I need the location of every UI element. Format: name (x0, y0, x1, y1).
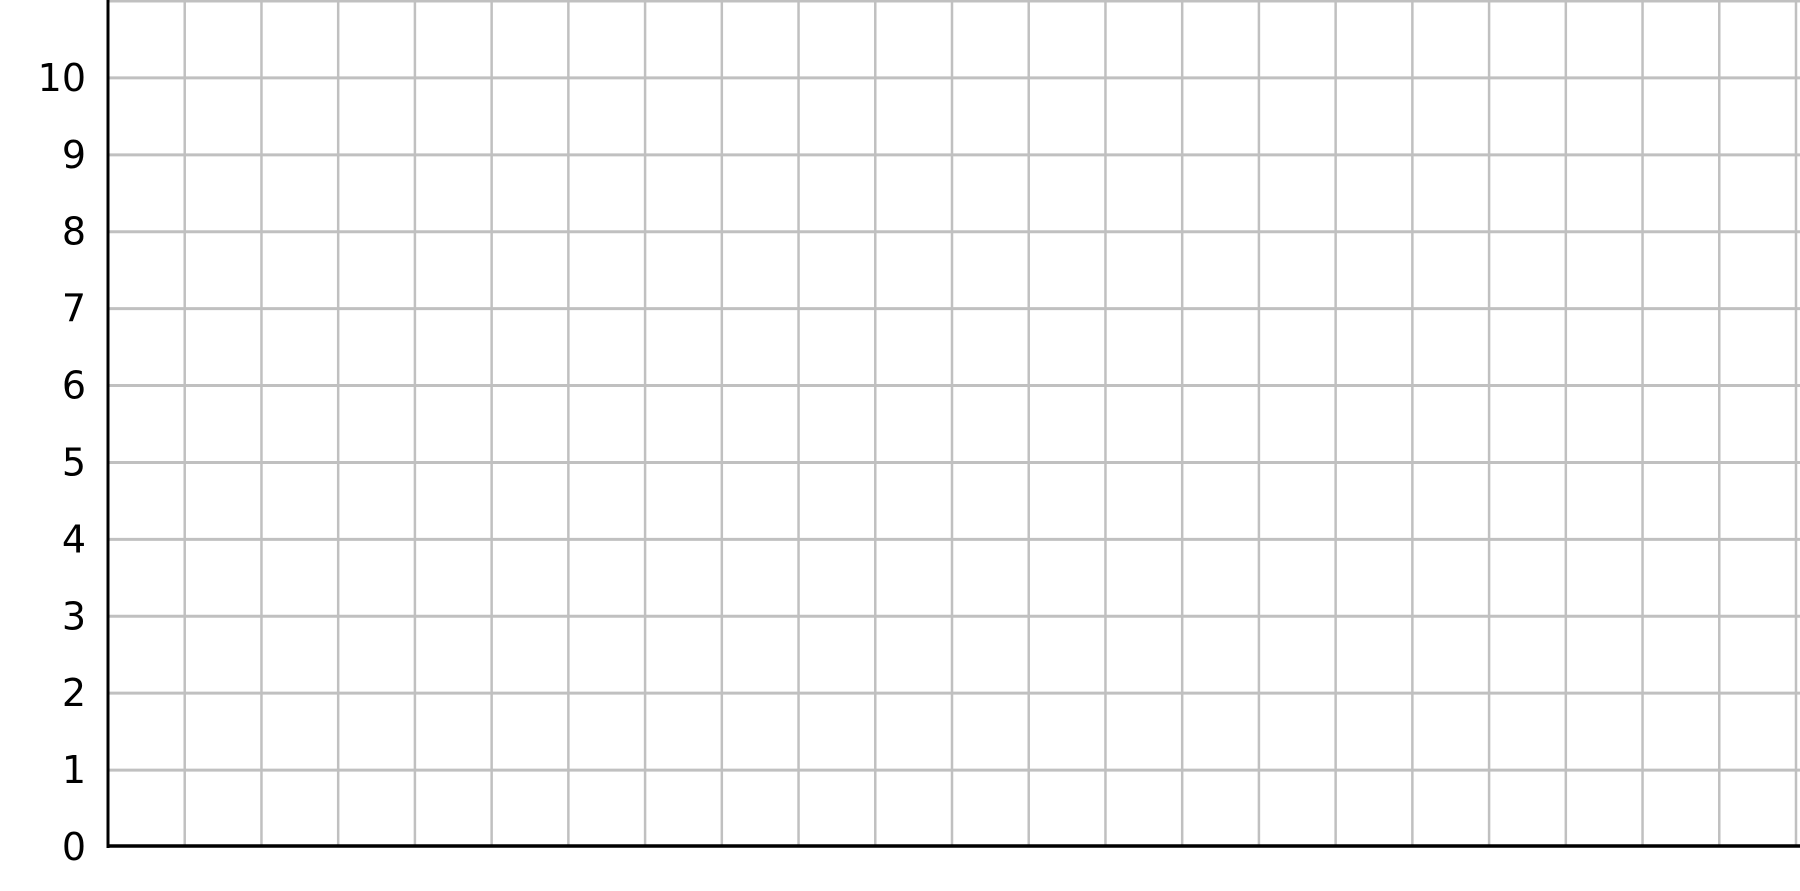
y-axis-ticks: 0 1 2 3 4 5 6 7 8 9 10 (38, 56, 86, 869)
y-tick-label: 6 (62, 364, 86, 408)
y-tick-label: 1 (62, 748, 86, 792)
y-tick-label: 3 (62, 594, 86, 638)
y-tick-label: 5 (62, 440, 86, 484)
y-tick-label: 9 (62, 133, 86, 177)
y-tick-label: 4 (62, 517, 86, 561)
y-tick-label: 7 (62, 287, 86, 331)
y-tick-label: 10 (38, 56, 86, 100)
y-tick-label: 0 (62, 825, 86, 869)
y-tick-label: 2 (62, 671, 86, 715)
grid (108, 0, 1800, 846)
y-tick-label: 8 (62, 210, 86, 254)
